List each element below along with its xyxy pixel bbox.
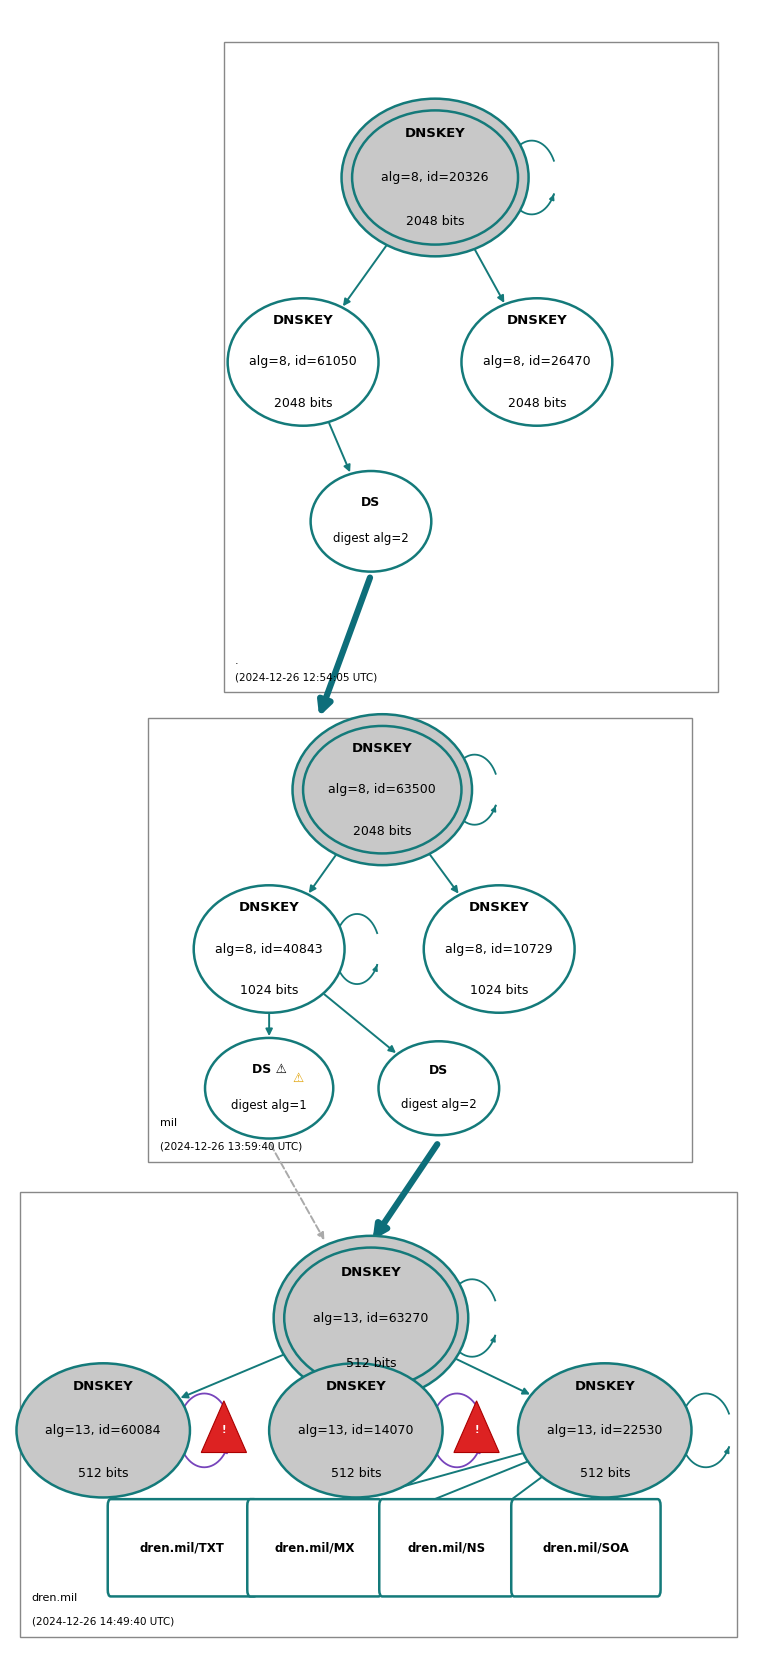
Text: dren.mil/MX: dren.mil/MX <box>274 1541 354 1554</box>
Text: DS: DS <box>429 1063 448 1077</box>
Text: 1024 bits: 1024 bits <box>240 984 298 996</box>
Ellipse shape <box>284 1248 458 1388</box>
Text: alg=8, id=40843: alg=8, id=40843 <box>215 942 323 956</box>
Ellipse shape <box>378 1042 499 1136</box>
FancyBboxPatch shape <box>379 1499 513 1596</box>
Text: 512 bits: 512 bits <box>78 1468 129 1480</box>
Text: 512 bits: 512 bits <box>580 1468 630 1480</box>
Text: (2024-12-26 12:54:05 UTC): (2024-12-26 12:54:05 UTC) <box>235 672 378 682</box>
Text: DS ⚠: DS ⚠ <box>251 1063 287 1075</box>
Text: alg=13, id=60084: alg=13, id=60084 <box>45 1425 161 1436</box>
Text: ⚠: ⚠ <box>292 1072 304 1085</box>
Text: DS: DS <box>361 496 381 509</box>
Ellipse shape <box>269 1362 443 1497</box>
Text: 2048 bits: 2048 bits <box>406 215 464 227</box>
Text: alg=13, id=22530: alg=13, id=22530 <box>547 1425 662 1436</box>
Text: 1024 bits: 1024 bits <box>470 984 528 996</box>
Text: (2024-12-26 13:59:40 UTC): (2024-12-26 13:59:40 UTC) <box>160 1142 302 1152</box>
Text: !: ! <box>222 1425 226 1435</box>
Polygon shape <box>201 1401 247 1453</box>
Ellipse shape <box>518 1362 691 1497</box>
Text: alg=8, id=20326: alg=8, id=20326 <box>382 171 489 185</box>
FancyBboxPatch shape <box>511 1499 661 1596</box>
Text: DNSKEY: DNSKEY <box>326 1381 386 1393</box>
Text: DNSKEY: DNSKEY <box>238 900 300 914</box>
Text: dren.mil: dren.mil <box>32 1593 78 1603</box>
Text: dren.mil/TXT: dren.mil/TXT <box>140 1541 225 1554</box>
Ellipse shape <box>352 111 518 245</box>
Ellipse shape <box>274 1236 469 1399</box>
Text: alg=13, id=63270: alg=13, id=63270 <box>313 1312 428 1324</box>
Text: 512 bits: 512 bits <box>331 1468 381 1480</box>
Text: alg=8, id=10729: alg=8, id=10729 <box>445 942 553 956</box>
Text: alg=13, id=14070: alg=13, id=14070 <box>298 1425 413 1436</box>
Text: 2048 bits: 2048 bits <box>508 396 566 410</box>
Text: 2048 bits: 2048 bits <box>274 396 332 410</box>
Text: 2048 bits: 2048 bits <box>353 825 412 838</box>
Text: dren.mil/NS: dren.mil/NS <box>407 1541 485 1554</box>
Ellipse shape <box>424 885 575 1013</box>
Ellipse shape <box>341 99 528 257</box>
Text: DNSKEY: DNSKEY <box>341 1265 401 1278</box>
Text: DNSKEY: DNSKEY <box>469 900 530 914</box>
Text: DNSKEY: DNSKEY <box>273 314 333 328</box>
Text: digest alg=1: digest alg=1 <box>231 1099 307 1112</box>
Ellipse shape <box>292 714 472 865</box>
Text: DNSKEY: DNSKEY <box>405 128 466 141</box>
Text: (2024-12-26 14:49:40 UTC): (2024-12-26 14:49:40 UTC) <box>32 1616 174 1626</box>
Polygon shape <box>454 1401 499 1453</box>
Text: digest alg=2: digest alg=2 <box>401 1099 477 1110</box>
Text: !: ! <box>475 1425 478 1435</box>
Ellipse shape <box>228 299 378 425</box>
Text: DNSKEY: DNSKEY <box>575 1381 635 1393</box>
FancyBboxPatch shape <box>107 1499 257 1596</box>
Text: alg=8, id=26470: alg=8, id=26470 <box>483 356 590 368</box>
Text: DNSKEY: DNSKEY <box>73 1381 133 1393</box>
Ellipse shape <box>205 1038 333 1139</box>
Text: alg=8, id=63500: alg=8, id=63500 <box>329 783 436 796</box>
Text: DNSKEY: DNSKEY <box>352 743 413 754</box>
Text: digest alg=2: digest alg=2 <box>333 533 409 546</box>
Text: .: . <box>235 655 238 665</box>
Ellipse shape <box>303 726 462 853</box>
Ellipse shape <box>17 1362 190 1497</box>
Text: DNSKEY: DNSKEY <box>506 314 567 328</box>
Text: mil: mil <box>160 1119 177 1129</box>
Text: alg=8, id=61050: alg=8, id=61050 <box>249 356 357 368</box>
Ellipse shape <box>310 470 431 571</box>
Text: 512 bits: 512 bits <box>346 1357 396 1371</box>
FancyBboxPatch shape <box>248 1499 382 1596</box>
Ellipse shape <box>194 885 344 1013</box>
Ellipse shape <box>462 299 612 425</box>
Text: dren.mil/SOA: dren.mil/SOA <box>543 1541 629 1554</box>
